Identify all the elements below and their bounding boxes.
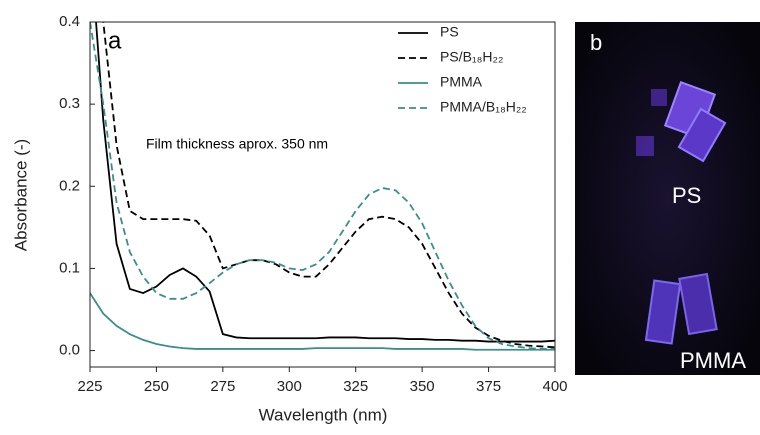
x-tick-label: 300 <box>277 378 302 395</box>
x-tick-label: 350 <box>410 378 435 395</box>
y-tick-label: 0.2 <box>59 177 80 194</box>
sample-piece <box>636 136 654 156</box>
x-tick-label: 375 <box>476 378 501 395</box>
legend: PS PS/B₁₈H₂₂ PMMA PMMA/B₁₈H₂₂ <box>398 24 527 115</box>
sample-piece <box>644 279 682 345</box>
x-tick-label: 275 <box>210 378 235 395</box>
y-tick-label: 0.3 <box>59 95 80 112</box>
sample-label: PMMA <box>680 348 746 373</box>
legend-label: PS <box>440 24 459 40</box>
x-axis-title: Wavelength (nm) <box>259 405 388 424</box>
x-tick-label: 250 <box>144 378 169 395</box>
legend-label: PS/B₁₈H₂₂ <box>440 49 503 65</box>
sample-piece <box>677 107 727 163</box>
plot-frame <box>89 21 556 368</box>
panel-label: b <box>590 30 602 55</box>
legend-label: PMMA/B₁₈H₂₂ <box>440 99 527 115</box>
series-group <box>90 22 555 351</box>
panel-label: a <box>108 27 122 54</box>
series-line <box>95 22 555 343</box>
series-line <box>90 292 555 351</box>
series-line <box>102 22 555 349</box>
y-axis-title: Absorbance (-) <box>11 139 30 251</box>
photo-panel: b PS PMMA <box>575 22 760 375</box>
sample-piece <box>678 272 718 336</box>
legend-label: PMMA <box>440 74 483 90</box>
series-line <box>90 22 555 350</box>
x-tick-label: 325 <box>343 378 368 395</box>
plot-area: 0.0 0.1 0.2 0.3 0.4 225 250 275 300 325 350 375 400 P… <box>59 13 567 395</box>
y-tick-label: 0.1 <box>59 259 80 276</box>
sample-piece <box>651 89 667 106</box>
y-tick-label: 0.0 <box>59 342 80 359</box>
y-tick-label: 0.4 <box>59 13 80 30</box>
x-tick-label: 400 <box>542 378 567 395</box>
x-tick-label: 225 <box>77 378 102 395</box>
annotation: Film thickness aprox. 350 nm <box>146 136 328 152</box>
sample-label: PS <box>672 183 701 208</box>
